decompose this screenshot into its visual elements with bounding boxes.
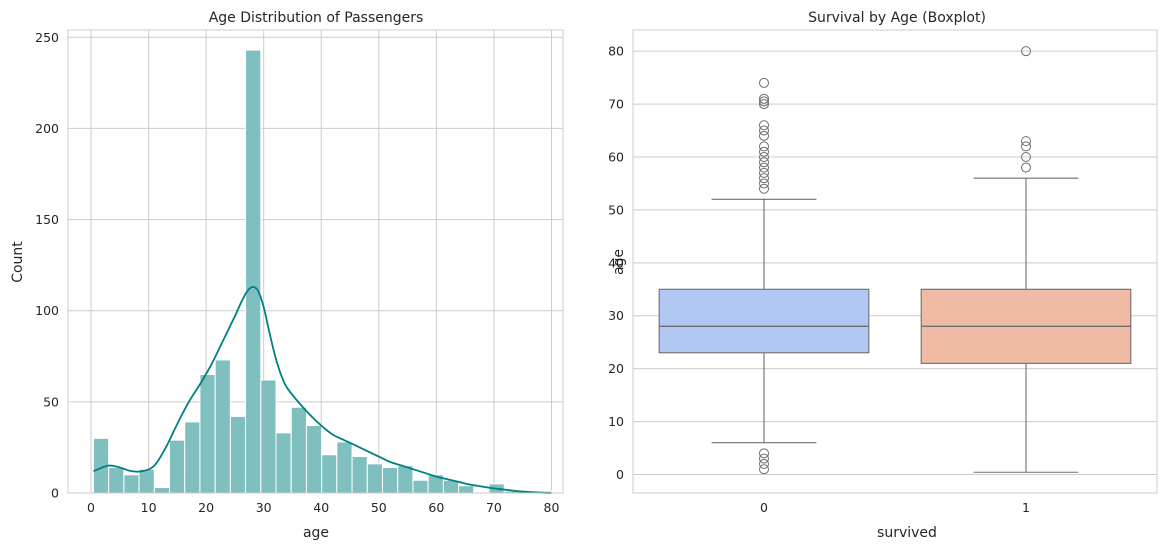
box-outlier — [759, 146, 769, 157]
histogram-bar — [138, 468, 155, 494]
box-outlier — [1021, 46, 1031, 57]
histogram-bars — [92, 49, 552, 494]
box-outlier — [759, 183, 769, 194]
histogram-y-ticks: 0 50 100 150 200 250 — [35, 30, 59, 501]
histogram-bar — [260, 379, 277, 494]
histogram-bar — [381, 466, 399, 494]
boxplot-y-tick-label: 40 — [608, 255, 624, 270]
box-outlier — [759, 464, 769, 475]
histogram-bar — [366, 463, 383, 494]
box-outlier — [1021, 136, 1031, 147]
box-outlier — [759, 93, 769, 104]
histogram-bar — [397, 465, 414, 494]
histogram-ylabel: Count — [10, 241, 26, 283]
boxplot-y-tick-label: 80 — [608, 44, 624, 59]
box-outlier — [759, 141, 769, 152]
box-outlier — [759, 167, 769, 178]
histogram-frame — [67, 29, 564, 494]
histogram-bar — [184, 421, 201, 494]
boxplot-y-tick-label: 20 — [608, 361, 624, 376]
boxplot-y-tick-label: 30 — [608, 308, 624, 323]
histogram-bar — [229, 415, 247, 494]
histogram-y-tick-label: 250 — [35, 30, 59, 45]
box-outlier — [759, 96, 769, 107]
histogram-x-tick-label: 10 — [141, 500, 157, 515]
box-outlier — [759, 448, 769, 459]
histogram-grid — [68, 30, 563, 494]
boxplot-y-tick-label: 60 — [608, 149, 624, 164]
histogram-bar — [123, 474, 140, 494]
histogram-bar — [108, 466, 125, 494]
histogram-y-tick-label: 50 — [43, 394, 59, 409]
box-outlier — [759, 157, 769, 168]
histogram-y-tick-label: 150 — [35, 212, 59, 227]
histogram-bar — [275, 432, 292, 494]
box-group-1 — [920, 46, 1132, 473]
box-outlier — [759, 151, 769, 162]
boxplot-y-tick-label: 70 — [608, 97, 624, 112]
histogram-title: Age Distribution of Passengers — [209, 10, 424, 26]
boxplot-y-tick-label: 10 — [608, 414, 624, 429]
histogram-bar — [458, 485, 475, 494]
histogram-bar — [169, 439, 186, 494]
histogram-y-tick-label: 0 — [51, 486, 59, 501]
histogram-x-tick-label: 0 — [87, 500, 95, 515]
boxplot-y-tick-label: 50 — [608, 202, 624, 217]
histogram-x-ticks: 0 10 20 30 40 50 60 70 80 — [87, 500, 559, 515]
histogram-y-tick-label: 200 — [35, 121, 59, 136]
box-outlier — [759, 178, 769, 189]
histogram-bar — [214, 359, 231, 494]
histogram-chart: Age Distribution of Passengers 0 10 20 30 40… — [10, 10, 564, 541]
boxplot-xlabel: survived — [877, 525, 937, 541]
histogram-x-tick-label: 20 — [198, 500, 214, 515]
boxplot-y-tick-label: 0 — [616, 467, 624, 482]
histogram-x-tick-label: 30 — [256, 500, 272, 515]
box-outlier — [1021, 151, 1031, 162]
boxplot-title: Survival by Age (Boxplot) — [808, 10, 986, 26]
histogram-x-tick-label: 40 — [313, 500, 329, 515]
box-outlier — [1021, 141, 1031, 152]
histogram-bar — [336, 441, 353, 494]
histogram-bar — [153, 487, 171, 494]
histogram-x-tick-label: 70 — [486, 500, 502, 515]
histogram-bar — [321, 454, 338, 494]
boxplot-x-tick-label: 0 — [760, 500, 768, 515]
histogram-bar — [290, 406, 307, 494]
histogram-bar — [412, 479, 429, 494]
histogram-x-tick-label: 60 — [428, 500, 444, 515]
histogram-bar — [199, 374, 216, 494]
histogram-y-tick-label: 100 — [35, 303, 59, 318]
boxplot-boxes — [658, 46, 1132, 475]
histogram-bar — [305, 425, 323, 494]
histogram-x-tick-label: 80 — [544, 500, 560, 515]
histogram-xlabel: age — [303, 525, 329, 541]
histogram-bar — [245, 49, 262, 494]
box-outlier — [759, 99, 769, 110]
histogram-x-tick-label: 50 — [371, 500, 387, 515]
boxplot-ylabel: age — [611, 249, 627, 275]
boxplot-y-ticks: 0 10 20 30 40 50 60 70 80 — [608, 44, 624, 482]
box-outlier — [759, 458, 769, 469]
box-outlier — [759, 173, 769, 184]
histogram-bar — [351, 456, 368, 494]
box-outlier — [759, 162, 769, 173]
box-outlier — [1021, 162, 1031, 173]
box-outlier — [759, 130, 769, 141]
box-outlier — [759, 453, 769, 464]
box-outlier — [759, 125, 769, 136]
boxplot-frame — [632, 29, 1158, 494]
box-outlier — [759, 120, 769, 131]
boxplot-grid — [633, 50, 1157, 475]
kde-line — [93, 286, 552, 494]
box-group-0 — [658, 77, 870, 475]
box-iqr — [658, 288, 870, 354]
boxplot-x-tick-label: 1 — [1022, 500, 1030, 515]
box-outlier — [759, 77, 769, 88]
